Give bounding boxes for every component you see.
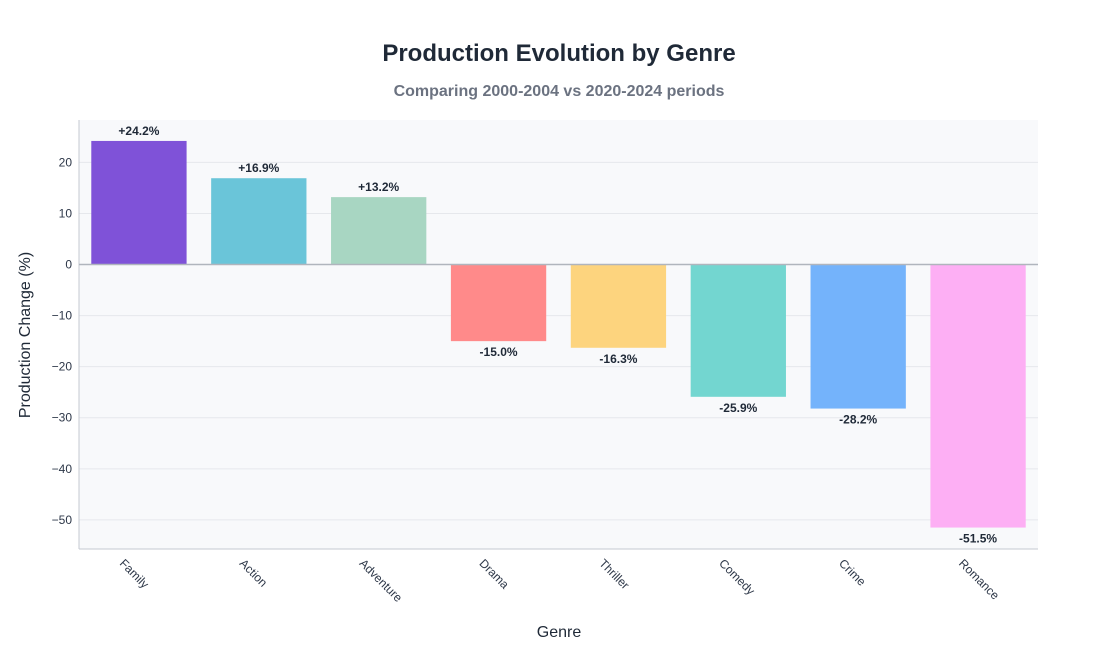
chart-title: Production Evolution by Genre xyxy=(382,40,735,67)
chart-subtitle: Comparing 2000-2004 vs 2020-2024 periods xyxy=(394,83,725,100)
data-label: +13.2% xyxy=(358,180,399,194)
y-tick-label: −10 xyxy=(52,309,73,323)
bar xyxy=(91,140,187,265)
y-tick-label: −30 xyxy=(52,411,73,425)
y-tick-label: −50 xyxy=(52,513,73,527)
data-label: +24.2% xyxy=(118,124,159,138)
y-tick-label: 0 xyxy=(65,258,72,272)
y-tick-label: −20 xyxy=(52,360,73,374)
bar xyxy=(570,264,667,348)
data-label: +16.9% xyxy=(238,161,279,175)
y-tick-label: −40 xyxy=(52,462,73,476)
y-axis-title: Production Change (%) xyxy=(17,252,34,418)
x-axis-title: Genre xyxy=(537,624,582,641)
bar xyxy=(810,264,906,409)
bar xyxy=(331,197,427,265)
data-label: -28.2% xyxy=(839,413,877,427)
data-label: -51.5% xyxy=(959,532,997,546)
bar xyxy=(930,264,1026,528)
y-tick-label: 10 xyxy=(59,206,73,220)
data-label: -25.9% xyxy=(719,401,757,415)
data-label: -16.3% xyxy=(599,352,637,366)
bar xyxy=(690,264,786,397)
y-tick-label: 20 xyxy=(59,155,73,169)
bar xyxy=(211,178,307,265)
data-label: -15.0% xyxy=(480,345,518,359)
bar xyxy=(450,264,547,342)
